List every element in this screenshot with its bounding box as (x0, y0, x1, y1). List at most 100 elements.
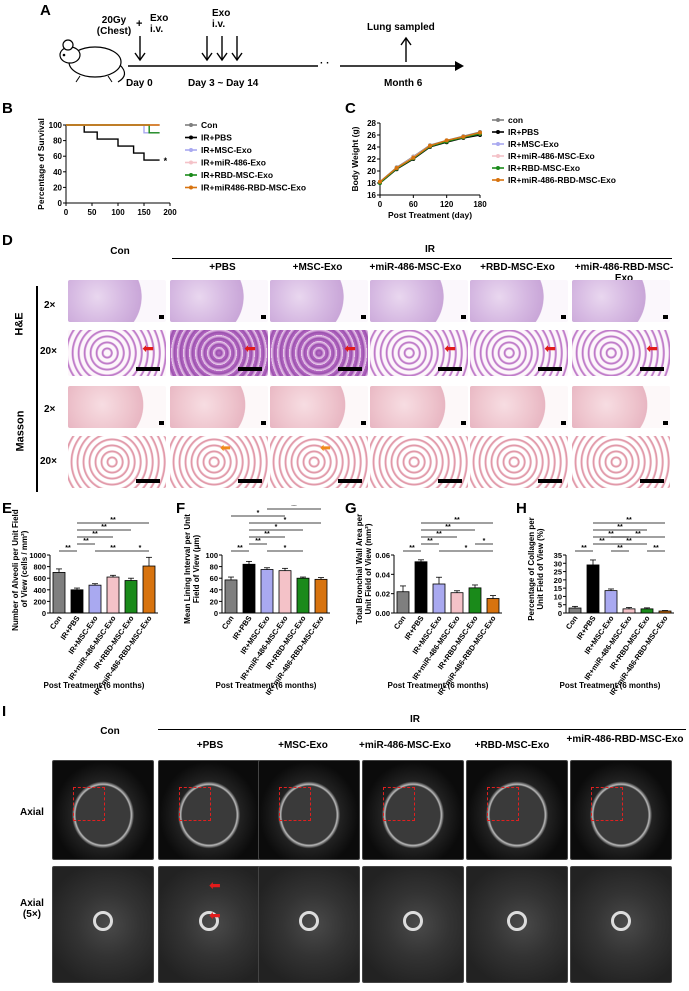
arrow-icon: ⬅ (209, 907, 221, 923)
y-tick-label: 0.00 (375, 609, 390, 618)
panel-letter-d: D (2, 232, 13, 249)
arrow-icon: ⬅ (344, 340, 356, 356)
d-header-con: Con (110, 246, 130, 257)
legend-marker (496, 154, 500, 158)
legend-label: IR+PBS (508, 127, 539, 137)
zoom-region-box (279, 787, 311, 821)
bar-1 (586, 564, 600, 614)
d-stain-bar (36, 286, 38, 492)
bar-2 (88, 584, 102, 614)
y-tick-label: 600 (33, 574, 46, 583)
plus-label: + (136, 18, 143, 30)
legend-marker (189, 173, 193, 177)
scale-bar (538, 367, 562, 371)
y-tick-label: 15 (554, 584, 562, 593)
mouse-icon (59, 39, 126, 83)
airway-ring (507, 911, 527, 931)
legend-marker (189, 123, 193, 127)
sig-label: ** (617, 524, 623, 531)
x-tick-label: 50 (88, 208, 97, 215)
bar-4 (640, 608, 654, 614)
bar-0 (396, 591, 410, 614)
scale-bar (438, 479, 462, 483)
histology-image: ⬅ (270, 330, 368, 376)
x-tick-label: Con (220, 614, 236, 631)
panel-letter-c: C (345, 100, 356, 117)
i-col-mirrbd: +miR-486-RBD-MSC-Exo (566, 734, 684, 745)
sig-label: ** (617, 545, 623, 552)
airway-ring (199, 911, 219, 931)
legend-label: IR+RBD-MSC-Exo (201, 170, 273, 180)
i-col-pbs: +PBS (196, 740, 224, 751)
x-axis-label: Post Treatment (6 months) (560, 681, 661, 690)
y-tick-label: 0 (42, 609, 46, 618)
histology-image (270, 280, 368, 322)
day3-14-label: Day 3 ~ Day 14 (188, 78, 259, 89)
arrow-icon: ⬅ (209, 877, 221, 893)
bar-4 (124, 580, 138, 614)
histology-image (572, 280, 670, 322)
arrow-icon: ⬅ (444, 340, 456, 356)
ct-axial-image (258, 760, 360, 860)
sig-label: ** (599, 538, 605, 545)
bar-0 (224, 579, 238, 614)
data-point (411, 155, 416, 160)
scale-bar (159, 421, 164, 425)
lung-sampled-label: Lung sampled (367, 22, 435, 33)
sig-label: ** (264, 531, 270, 538)
bar-2 (432, 583, 446, 614)
scale-bar (663, 421, 668, 425)
i-col-rbd: +RBD-MSC-Exo (474, 740, 550, 751)
exo-label-1: Exo i.v. (150, 13, 169, 35)
legend-label: IR+RBD-MSC-Exo (508, 163, 580, 173)
scale-bar (461, 421, 466, 425)
ct-zoom-image (466, 866, 568, 983)
scale-bar (538, 479, 562, 483)
zoom-region-box (487, 787, 519, 821)
y-tick-label: 20 (210, 597, 218, 606)
ct-zoom-image (570, 866, 672, 983)
ct-zoom-image (258, 866, 360, 983)
y-tick-label: 0 (558, 609, 562, 618)
scale-bar (261, 421, 266, 425)
panel-letter-a: A (40, 2, 51, 19)
series-line-1 (379, 134, 481, 184)
panel-letter-g: G (345, 500, 357, 517)
arrow-icon: ⬅ (320, 440, 331, 455)
legend-label: IR+MSC-Exo (201, 145, 252, 155)
legend-label: IR+miR-486-RBD-MSC-Exo (508, 175, 616, 185)
data-point (428, 143, 432, 148)
legend-label: IR+MSC-Exo (508, 139, 559, 149)
d-mag-20x-he: 20× (40, 346, 57, 357)
bar-5 (658, 610, 672, 614)
y-tick-label: 0.04 (375, 570, 390, 579)
scale-bar (640, 479, 664, 483)
legend-marker (496, 130, 500, 134)
y-tick-label: 40 (210, 586, 218, 595)
y-tick-label: 24 (367, 143, 376, 152)
ct-axial-image (52, 760, 154, 860)
y-axis-label: Mean Lining Interval per UnitField of Vi… (183, 514, 201, 624)
histology-image (68, 386, 166, 428)
sig-label: * (483, 538, 486, 545)
scale-bar (561, 315, 566, 319)
month6-label: Month 6 (384, 78, 423, 89)
d-stain-masson: Masson (14, 410, 27, 452)
scale-bar (361, 315, 366, 319)
sig-label: ** (101, 524, 107, 531)
series-line-2 (379, 133, 481, 183)
sig-label: ** (626, 517, 632, 524)
y-tick-label: 20 (367, 167, 376, 176)
bar-3 (278, 570, 292, 614)
exo-label-2: Exo i.v. (212, 8, 231, 30)
arrow-icon: ⬅ (244, 340, 256, 356)
d-col-mir: +miR-486-MSC-Exo (369, 262, 462, 273)
y-axis-label: Number of Alveoli per Unit Field of View… (11, 507, 29, 631)
ct-axial-image (362, 760, 464, 860)
bar-5 (314, 578, 328, 614)
timeline-dots: · · (320, 58, 330, 69)
bar-5 (486, 598, 500, 614)
d-mag-20x-ms: 20× (40, 456, 57, 467)
legend-marker (496, 118, 500, 122)
i-header-ir: IR (410, 714, 420, 725)
